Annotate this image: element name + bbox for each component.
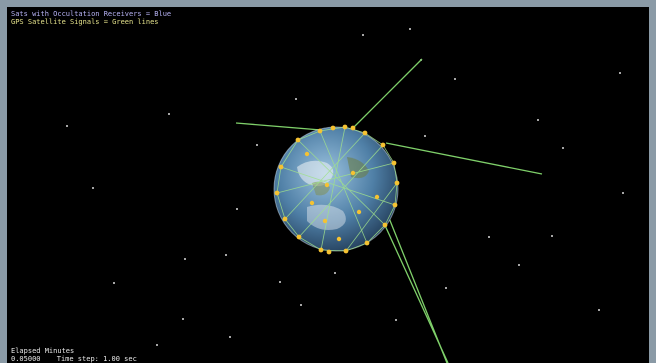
simulation-viewport[interactable]: Sats with Occultation Receivers = Blue G…	[7, 7, 649, 363]
gps-signal-lines	[235, 58, 543, 363]
time-step-readout: Time step: 1.00 sec	[56, 355, 137, 363]
orbit-scene	[66, 28, 624, 363]
legend-occultation: Sats with Occultation Receivers = Blue	[11, 10, 172, 18]
elapsed-minutes-label: Elapsed Minutes	[11, 347, 75, 355]
starfield	[66, 28, 624, 346]
elapsed-minutes-value: 0.05000	[11, 355, 41, 363]
hud-status-row: 0.05000 Time step: 1.00 sec	[11, 355, 149, 363]
legend-gps-signals: GPS Satellite Signals = Green lines	[11, 18, 159, 26]
earth	[273, 126, 399, 252]
satellites	[274, 124, 400, 255]
